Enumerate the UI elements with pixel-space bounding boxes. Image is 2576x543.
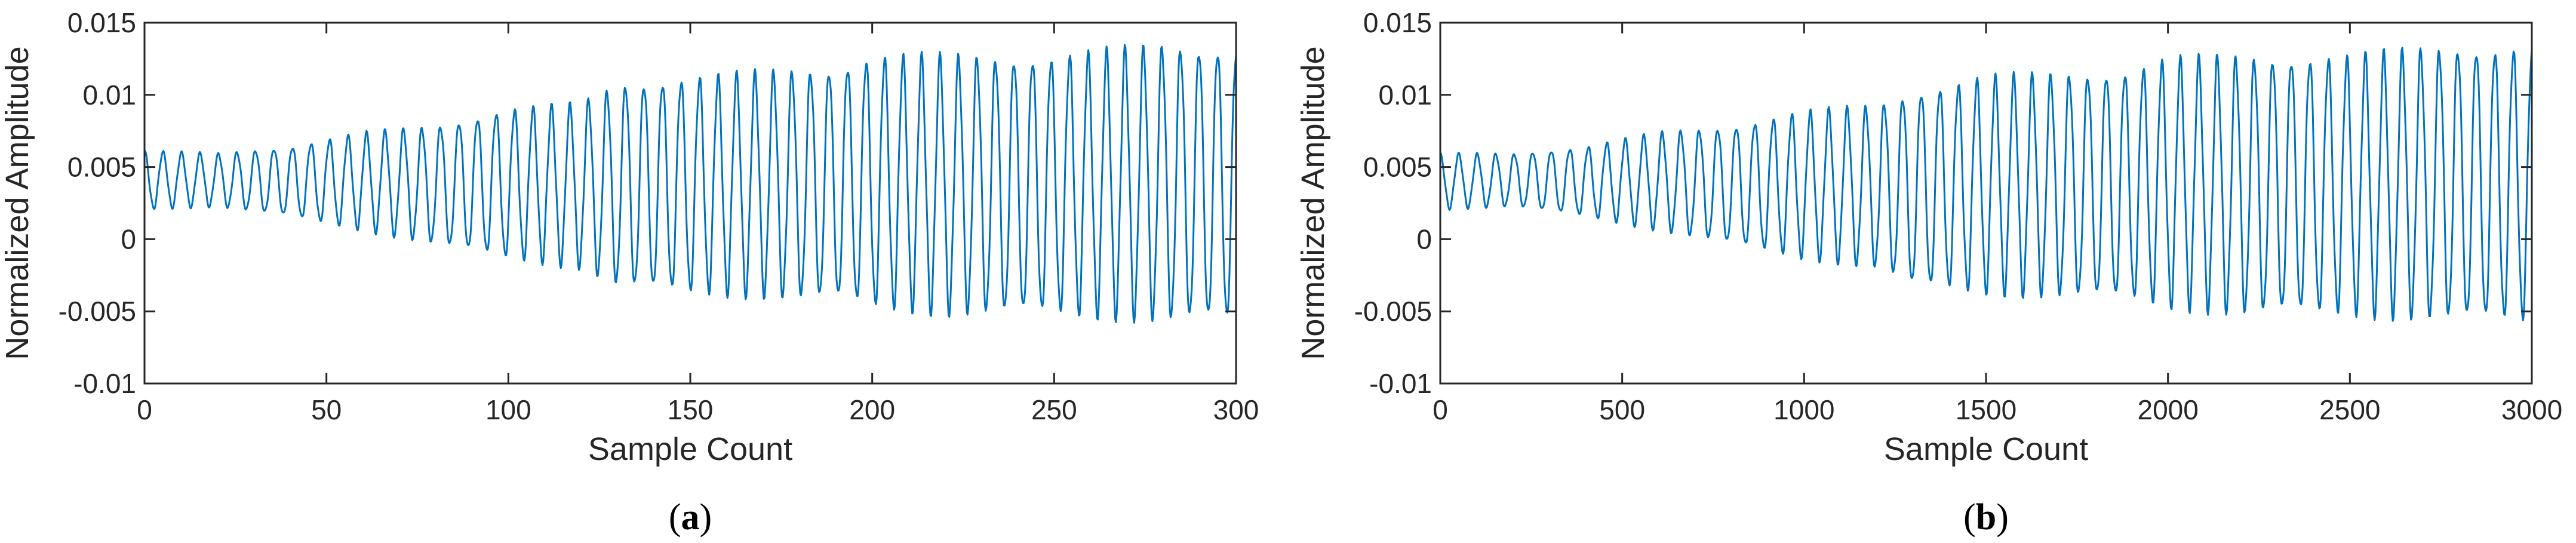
signal-line-a [144, 44, 1237, 324]
chart-panel-b: -0.01 -0.005 0 0.005 0.01 0.015 0 500 1000 1500 2… [1295, 7, 2562, 538]
x-ticks-a: 0 50 100 150 200 250 300 [137, 23, 1259, 425]
x-tick-label-a-4: 200 [849, 394, 895, 425]
plot-area-b [1439, 22, 2533, 385]
y-tick-label-b-3: 0.005 [1363, 152, 1432, 183]
y-tick-label-a-0: -0.01 [73, 368, 136, 399]
y-ticks-a: -0.01 -0.005 0 0.005 0.01 0.015 [59, 7, 1236, 399]
x-tick-label-b-0: 0 [1433, 394, 1448, 425]
x-tick-label-b-5: 2500 [2319, 394, 2380, 425]
x-axis-label-b: Sample Count [1884, 431, 2088, 467]
x-tick-label-a-0: 0 [137, 394, 152, 425]
y-tick-label-a-4: 0.01 [82, 79, 136, 111]
panel-label-a: (a) [669, 497, 712, 538]
x-tick-label-b-1: 500 [1599, 394, 1645, 425]
x-tick-label-a-1: 50 [311, 394, 342, 425]
x-axis-label-a: Sample Count [588, 431, 792, 467]
x-tick-label-b-6: 3000 [2501, 394, 2562, 425]
y-tick-label-a-2: 0 [121, 223, 136, 254]
y-ticks-b: -0.01 -0.005 0 0.005 0.01 0.015 [1354, 7, 2532, 399]
x-ticks-b: 0 500 1000 1500 2000 2500 3000 [1433, 23, 2562, 425]
panel-label-b: (b) [1963, 497, 2009, 538]
y-tick-label-b-1: -0.005 [1354, 296, 1432, 327]
y-axis-label-b: Normalized Amplitude [1295, 46, 1331, 360]
x-tick-label-b-2: 1000 [1773, 394, 1834, 425]
x-tick-label-a-6: 300 [1213, 394, 1259, 425]
x-tick-label-a-3: 150 [668, 394, 714, 425]
y-tick-label-b-4: 0.01 [1378, 79, 1432, 111]
y-tick-label-a-1: -0.005 [59, 296, 136, 327]
y-tick-label-b-2: 0 [1416, 223, 1432, 254]
signal-line-b [1440, 47, 2533, 322]
y-axis-label-a: Normalized Amplitude [0, 46, 35, 360]
chart-panel-a: -0.01 -0.005 0 0.005 0.01 0.015 0 50 100 150 200 2… [0, 7, 1259, 538]
y-tick-label-a-3: 0.005 [67, 152, 136, 183]
x-tick-label-b-4: 2000 [2137, 394, 2198, 425]
x-tick-label-a-5: 250 [1031, 394, 1077, 425]
panel-letter-a: a [681, 497, 700, 538]
x-tick-label-b-3: 1500 [1956, 394, 2016, 425]
y-tick-label-b-0: -0.01 [1369, 368, 1432, 399]
y-tick-label-b-5: 0.015 [1363, 7, 1432, 38]
x-tick-label-a-2: 100 [485, 394, 531, 425]
y-tick-label-a-5: 0.015 [67, 7, 136, 38]
panel-letter-b: b [1976, 497, 1996, 538]
